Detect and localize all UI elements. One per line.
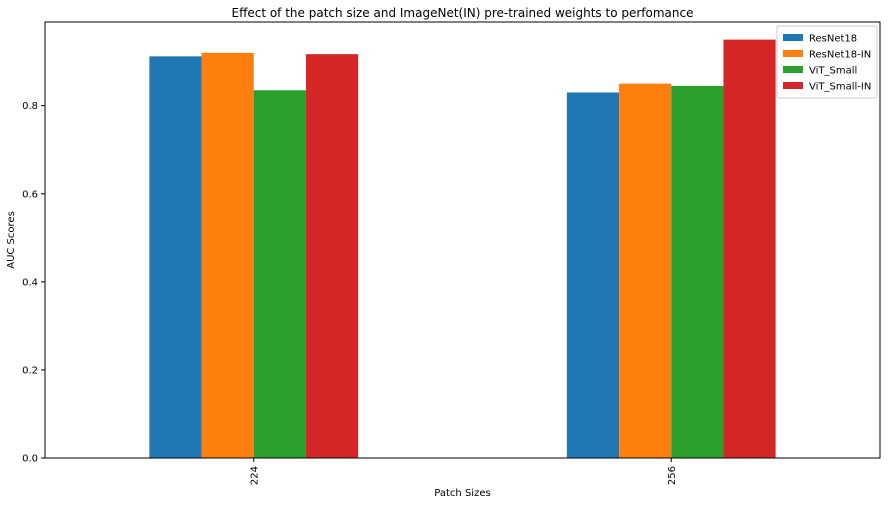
plot-frame xyxy=(44,21,881,459)
legend-box xyxy=(776,25,878,99)
x-tick-label: 256 xyxy=(667,466,678,485)
legend: ResNet18 ResNet18-IN ViT_Small ViT_Small-IN xyxy=(776,25,878,99)
y-axis-label: AUC Scores xyxy=(6,211,17,269)
legend-swatch xyxy=(783,82,803,89)
legend-label: ResNet18-IN xyxy=(809,50,871,61)
legend-label: ViT_Small-IN xyxy=(809,82,871,93)
y-tick-label: 0.2 xyxy=(22,365,38,376)
y-axis: 0.0 0.2 0.4 0.6 0.8 xyxy=(22,101,45,465)
legend-label: ResNet18 xyxy=(809,34,857,45)
y-tick-label: 0.6 xyxy=(22,189,38,200)
bar-resnet18-in-256 xyxy=(619,83,672,459)
y-tick-label: 0.8 xyxy=(22,101,38,112)
x-axis: 224 256 xyxy=(249,458,678,485)
y-tick-label: 0.4 xyxy=(22,277,38,288)
bar-vit-small-in-224 xyxy=(305,54,359,458)
bar-resnet18-224 xyxy=(149,56,202,459)
bar-resnet18-in-224 xyxy=(201,52,254,459)
bar-vit-small-256 xyxy=(671,85,724,459)
bars-layer xyxy=(149,39,776,459)
legend-swatch xyxy=(783,66,803,73)
legend-swatch xyxy=(783,34,803,41)
bar-resnet18-256 xyxy=(566,92,620,458)
legend-swatch xyxy=(783,50,803,57)
x-tick-label: 224 xyxy=(249,466,260,485)
legend-label: ViT_Small xyxy=(809,66,857,77)
y-tick-label: 0.0 xyxy=(22,454,38,465)
bar-vit-small-in-256 xyxy=(723,39,776,459)
x-axis-label: Patch Sizes xyxy=(434,488,490,499)
bar-vit-small-224 xyxy=(253,90,306,458)
chart-title: Effect of the patch size and ImageNet(IN… xyxy=(231,6,693,20)
